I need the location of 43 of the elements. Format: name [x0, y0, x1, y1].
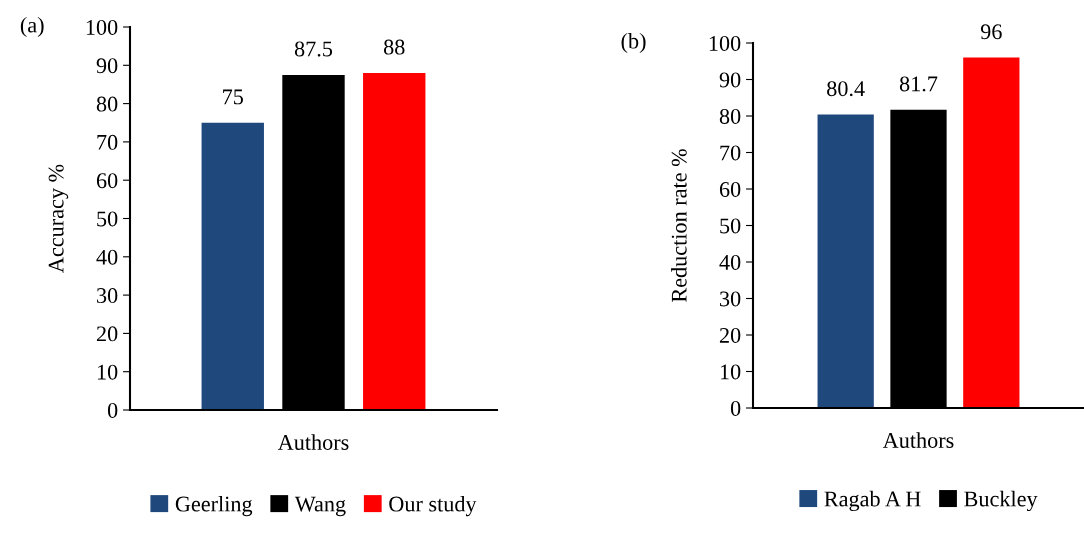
- y-tick-label: 30: [720, 291, 741, 307]
- y-tick-label: 90: [719, 72, 741, 88]
- bar: [963, 57, 1020, 408]
- y-axis-title: Accuracy %: [48, 164, 69, 273]
- data-label: 75: [223, 89, 243, 105]
- y-tick-label: 100: [709, 35, 741, 51]
- data-label: 88: [383, 39, 405, 55]
- bar: [201, 122, 264, 410]
- y-tick-label: 10: [720, 364, 741, 380]
- data-label: 87.5: [294, 41, 333, 57]
- y-tick-label: 100: [86, 19, 118, 35]
- legend-label: Geerling: [175, 495, 253, 517]
- bar: [363, 72, 426, 410]
- y-tick-label: 0: [107, 402, 118, 418]
- y-tick-label: 90: [96, 58, 118, 74]
- y-tick-label: 0: [730, 400, 741, 416]
- x-axis-title: Authors: [882, 432, 954, 448]
- legend-label: Ragab A H: [824, 490, 921, 512]
- y-tick-label: 40: [719, 254, 741, 270]
- y-tick-label: 20: [96, 326, 118, 342]
- text: (a): [20, 16, 44, 38]
- y-tick-label: 40: [96, 249, 118, 265]
- legend-label: Wang: [294, 496, 346, 517]
- y-tick-label: 60: [96, 173, 118, 189]
- y-tick-label: 60: [719, 181, 741, 197]
- y-tick-label: 50: [97, 211, 118, 227]
- y-tick-label: 10: [97, 364, 118, 380]
- y-tick-label: 80: [719, 108, 741, 124]
- bar: [817, 114, 874, 408]
- legend-label: Buckley: [964, 490, 1038, 512]
- text: (b): [621, 32, 646, 54]
- y-tick-label: 30: [97, 288, 118, 304]
- y-tick-label: 20: [719, 327, 741, 343]
- x-axis-title: Authors: [277, 434, 349, 450]
- legend-label: Our study: [389, 495, 477, 517]
- y-tick-label: 70: [97, 134, 118, 150]
- y-axis-title: Reduction rate %: [671, 149, 687, 302]
- y-tick-label: 50: [720, 218, 741, 234]
- data-label: 96: [980, 24, 1002, 40]
- y-tick-label: 80: [96, 96, 118, 112]
- y-tick-label: 70: [720, 145, 741, 161]
- data-label: 80.4: [827, 81, 865, 97]
- data-label: 81.7: [899, 76, 938, 92]
